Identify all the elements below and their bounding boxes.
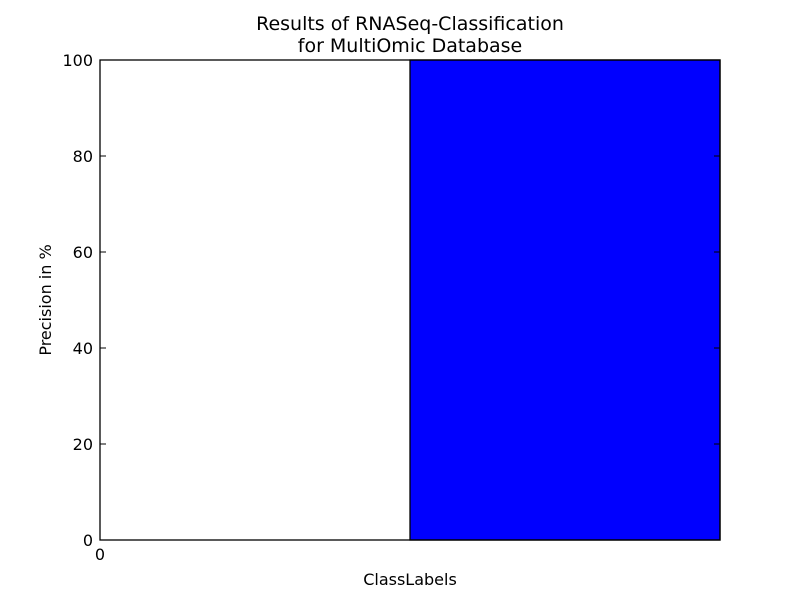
- chart-title: Results of RNASeq-Classification for Mult…: [256, 13, 564, 57]
- y-axis-label: Precision in %: [36, 244, 55, 355]
- bars-layer: [409, 59, 721, 541]
- y-tick-label: 20: [73, 435, 93, 454]
- bar: [409, 59, 721, 541]
- y-tick-label: 0: [83, 531, 93, 550]
- y-tick-label: 40: [73, 339, 93, 358]
- plot-frame: [99, 59, 721, 541]
- y-axis: 0 20 40 60 80 100: [62, 51, 720, 550]
- x-axis-label: ClassLabels: [363, 570, 457, 589]
- y-tick-label: 100: [62, 51, 93, 70]
- chart-title-line: for MultiOmic Database: [298, 35, 523, 57]
- chart-title-line: Results of RNASeq-Classification: [256, 13, 564, 35]
- x-axis: 0: [95, 545, 105, 564]
- y-tick-label: 60: [73, 243, 93, 262]
- x-tick-label: 0: [95, 545, 105, 564]
- y-tick-label: 80: [73, 147, 93, 166]
